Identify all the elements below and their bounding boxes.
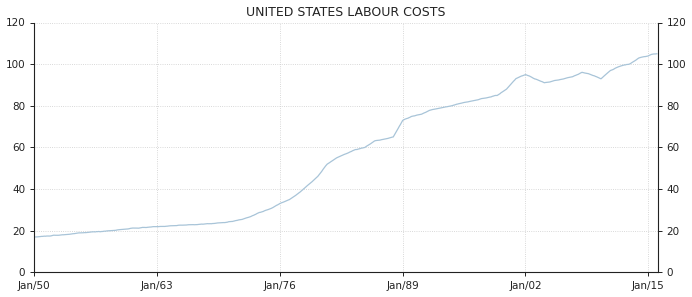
- Title: UNITED STATES LABOUR COSTS: UNITED STATES LABOUR COSTS: [246, 6, 446, 18]
